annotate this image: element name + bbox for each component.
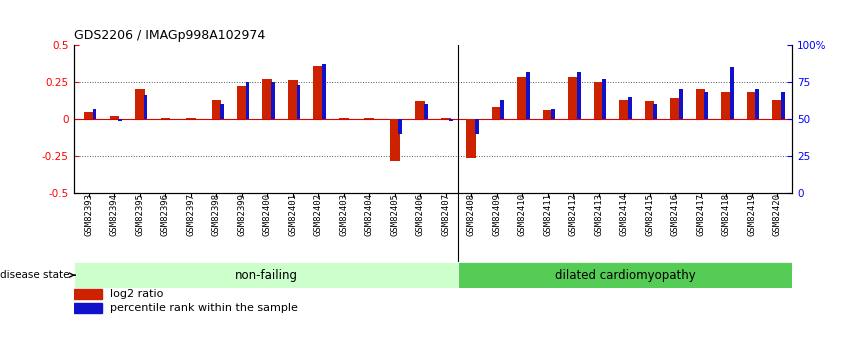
Text: GSM82419: GSM82419 (747, 193, 756, 236)
Bar (577, 71, 581, 119)
Bar (645, 101, 655, 119)
Text: GSM82393: GSM82393 (84, 193, 94, 236)
Bar (755, 89, 759, 119)
Bar (679, 89, 682, 119)
Text: GSM82415: GSM82415 (645, 193, 654, 236)
Text: GSM82411: GSM82411 (543, 193, 553, 236)
Bar (543, 110, 553, 119)
Bar (730, 67, 734, 119)
Bar (670, 98, 680, 119)
Text: GSM82409: GSM82409 (492, 193, 501, 236)
Bar (84, 112, 94, 119)
Bar (93, 109, 96, 119)
Text: GSM82420: GSM82420 (772, 193, 782, 236)
Bar (313, 66, 323, 119)
Text: GSM82416: GSM82416 (670, 193, 680, 236)
Bar (365, 118, 374, 119)
Bar (449, 119, 453, 120)
Bar (390, 119, 399, 160)
Bar (398, 119, 403, 134)
Bar (603, 79, 606, 119)
Bar (441, 118, 450, 119)
Bar (552, 109, 555, 119)
Text: GSM82408: GSM82408 (467, 193, 475, 236)
Text: disease state: disease state (0, 270, 75, 280)
Text: GSM82412: GSM82412 (569, 193, 578, 236)
Bar (781, 92, 785, 119)
Bar (416, 101, 425, 119)
Bar (721, 92, 731, 119)
Bar (594, 82, 604, 119)
Bar (501, 100, 504, 119)
Text: GSM82401: GSM82401 (288, 193, 297, 236)
Text: GSM82394: GSM82394 (110, 193, 119, 236)
Bar (118, 119, 122, 120)
Bar (653, 104, 657, 119)
Bar (246, 82, 249, 119)
Text: GSM82410: GSM82410 (518, 193, 527, 236)
Bar (526, 71, 530, 119)
Bar (262, 79, 272, 119)
Text: GSM82406: GSM82406 (416, 193, 424, 236)
Bar (424, 104, 428, 119)
Text: GSM82405: GSM82405 (391, 193, 399, 236)
Text: GSM82397: GSM82397 (186, 193, 196, 236)
Text: GSM82403: GSM82403 (339, 193, 348, 236)
Bar (492, 107, 501, 119)
Text: percentile rank within the sample: percentile rank within the sample (109, 303, 297, 313)
Bar (322, 64, 326, 119)
Text: non-failing: non-failing (235, 269, 298, 282)
Bar (271, 82, 275, 119)
Bar (339, 118, 349, 119)
Text: log2 ratio: log2 ratio (109, 289, 163, 299)
Bar (74, 289, 102, 299)
Bar (109, 116, 120, 119)
Text: GSM82398: GSM82398 (212, 193, 221, 236)
Bar (296, 85, 301, 119)
Text: GSM82417: GSM82417 (696, 193, 705, 236)
Bar (237, 86, 247, 119)
Bar (746, 92, 756, 119)
Bar (628, 97, 631, 119)
Bar (160, 118, 171, 119)
Text: GSM82402: GSM82402 (313, 193, 323, 236)
Text: GSM82414: GSM82414 (620, 193, 629, 236)
Bar (695, 89, 706, 119)
Text: GSM82413: GSM82413 (594, 193, 604, 236)
Text: GDS2206 / IMAGp998A102974: GDS2206 / IMAGp998A102974 (74, 29, 265, 42)
Bar (135, 89, 145, 119)
Bar (144, 95, 147, 119)
Bar (458, 262, 792, 288)
Text: GSM82407: GSM82407 (442, 193, 450, 236)
Text: GSM82399: GSM82399 (237, 193, 246, 236)
Bar (211, 100, 221, 119)
Text: GSM82395: GSM82395 (135, 193, 145, 236)
Text: dilated cardiomyopathy: dilated cardiomyopathy (555, 269, 695, 282)
Bar (475, 119, 479, 134)
Bar (772, 100, 782, 119)
Bar (288, 80, 298, 119)
Bar (220, 104, 224, 119)
Text: GSM82396: GSM82396 (161, 193, 170, 236)
Text: GSM82404: GSM82404 (365, 193, 374, 236)
Bar (568, 78, 578, 119)
Bar (186, 118, 196, 119)
Bar (74, 303, 102, 313)
Bar (467, 119, 476, 158)
Bar (74, 262, 458, 288)
Bar (704, 92, 708, 119)
Text: GSM82418: GSM82418 (721, 193, 731, 236)
Text: GSM82400: GSM82400 (262, 193, 272, 236)
Bar (517, 78, 527, 119)
Bar (619, 100, 629, 119)
